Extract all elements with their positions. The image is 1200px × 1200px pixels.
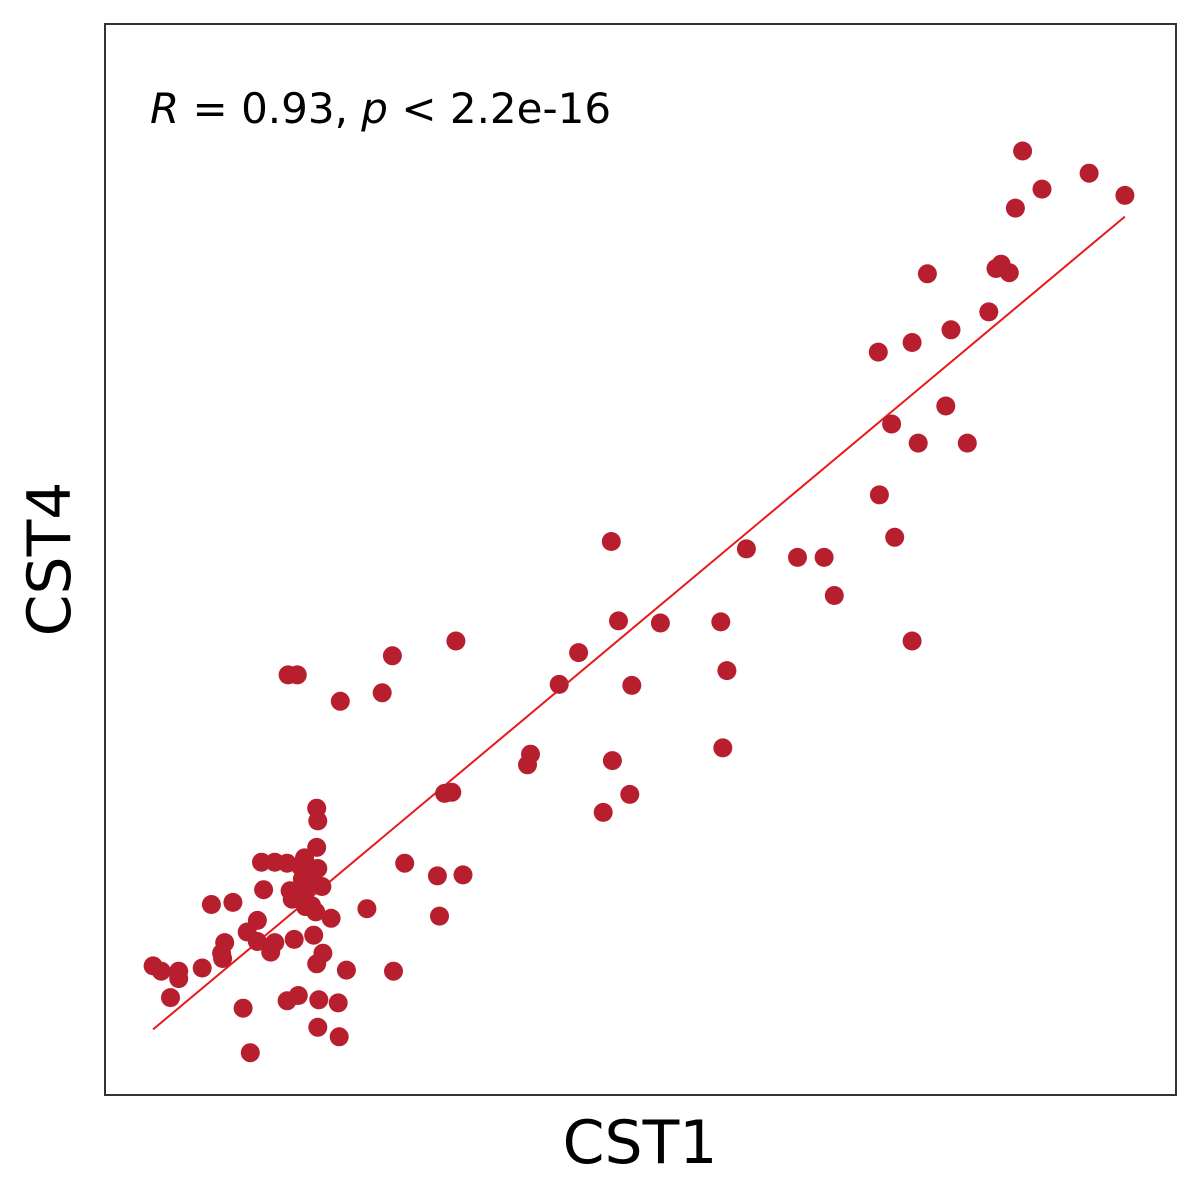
data-point (1005, 198, 1025, 218)
data-point (201, 895, 221, 914)
data-point (307, 798, 327, 818)
data-point (602, 751, 622, 771)
data-point (601, 532, 621, 551)
points-layer (143, 141, 1135, 1063)
data-point (287, 665, 307, 685)
data-point (593, 802, 613, 822)
data-point (240, 1043, 260, 1063)
data-point (312, 877, 332, 896)
data-point (650, 613, 670, 633)
data-point (372, 683, 392, 703)
data-point (711, 612, 731, 632)
data-point (247, 932, 267, 951)
data-point (357, 899, 377, 919)
data-point (313, 943, 333, 963)
data-point (329, 1027, 349, 1047)
data-point (941, 320, 961, 340)
data-point (309, 990, 329, 1010)
data-point (169, 969, 189, 989)
data-point (622, 675, 642, 695)
data-point (427, 866, 447, 886)
data-point (430, 906, 449, 926)
data-point (521, 744, 540, 764)
data-point (609, 611, 628, 631)
data-point (382, 646, 402, 666)
data-point (233, 998, 253, 1018)
data-point (308, 1017, 328, 1037)
data-point (296, 880, 315, 900)
data-point (979, 302, 999, 322)
data-point (824, 586, 844, 605)
data-point (957, 433, 977, 453)
r-symbol: R (150, 84, 179, 133)
data-point (192, 958, 212, 978)
data-point (330, 691, 350, 711)
data-point (936, 396, 956, 416)
plot-frame (104, 23, 1177, 1096)
x-axis-title: CST1 (563, 1108, 718, 1178)
data-point (1013, 141, 1033, 161)
data-point (307, 837, 327, 857)
data-point (453, 865, 473, 885)
data-point (288, 986, 308, 1005)
data-point (868, 342, 888, 362)
data-point (328, 993, 348, 1013)
regression-line (152, 215, 1126, 1031)
data-point (999, 263, 1019, 283)
data-point (442, 782, 462, 802)
data-point (161, 988, 180, 1008)
data-point (717, 661, 737, 681)
y-axis-title: CST4 (15, 482, 85, 637)
data-point (902, 333, 922, 352)
data-point (902, 631, 922, 651)
p-value-text: < 2.2e-16 (388, 84, 611, 133)
data-point (254, 880, 274, 900)
data-point (1115, 185, 1135, 205)
data-point (908, 433, 928, 453)
data-point (151, 961, 171, 981)
p-symbol: p (360, 84, 388, 133)
data-point (384, 961, 403, 981)
data-point (1079, 163, 1099, 183)
data-point (885, 527, 905, 547)
data-point (223, 892, 243, 912)
data-point (252, 852, 271, 872)
correlation-annotation: R = 0.93, p < 2.2e-16 (150, 84, 611, 133)
data-point (446, 631, 466, 651)
fit-line-layer (152, 215, 1126, 1031)
data-point (336, 960, 356, 980)
data-point (265, 933, 285, 953)
data-point (869, 485, 889, 505)
data-point (736, 539, 756, 559)
data-point (395, 853, 415, 873)
data-point (302, 896, 322, 916)
data-point (284, 929, 304, 949)
data-point (308, 859, 328, 878)
data-point (1032, 179, 1052, 199)
data-point (882, 414, 902, 434)
r-value-text: = 0.93, (179, 84, 361, 133)
data-point (549, 674, 569, 694)
data-point (321, 908, 341, 928)
data-point (620, 784, 640, 804)
data-point (788, 547, 807, 567)
data-point (569, 643, 589, 663)
data-point (304, 925, 324, 945)
data-point (247, 910, 267, 930)
data-point (917, 264, 937, 284)
data-point (814, 547, 834, 567)
data-point (212, 943, 232, 963)
data-point (713, 738, 733, 758)
